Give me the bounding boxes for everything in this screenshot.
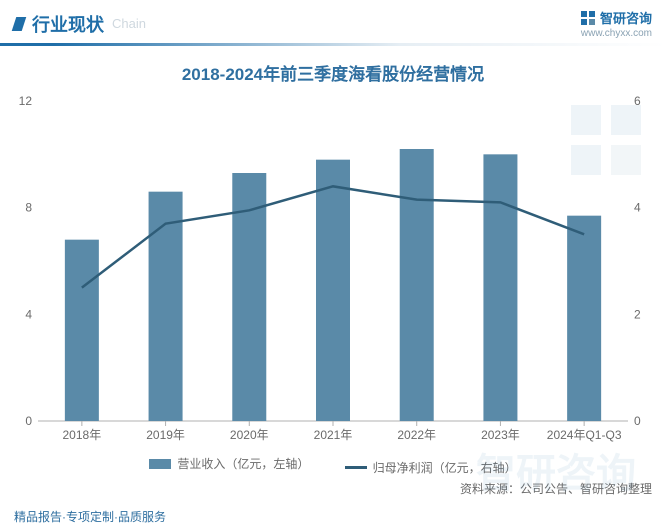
chart-title: 2018-2024年前三季度海看股份经营情况 [0, 60, 666, 85]
svg-text:0: 0 [634, 414, 641, 428]
svg-text:2022年: 2022年 [397, 428, 436, 442]
legend-item-bar: 营业收入（亿元，左轴） [149, 455, 309, 472]
bar [316, 160, 350, 421]
svg-text:0: 0 [25, 414, 32, 428]
brand-logo-icon [580, 10, 596, 26]
source-line: 资料来源：公司公告、智研咨询整理 [0, 480, 666, 497]
svg-text:2: 2 [634, 307, 641, 321]
header-subtitle: Chain [112, 16, 146, 31]
footer-tagline: 精品报告·专项定制·品质服务 [14, 508, 166, 525]
svg-text:2021年: 2021年 [314, 428, 353, 442]
bar [567, 216, 601, 421]
svg-text:2024年Q1-Q3: 2024年Q1-Q3 [547, 428, 622, 442]
svg-text:4: 4 [25, 307, 32, 321]
header-title: 行业现状 [32, 11, 104, 37]
header-divider [0, 43, 666, 46]
brand-name: 智研咨询 [600, 8, 652, 27]
bar [400, 149, 434, 421]
bar [65, 240, 99, 421]
chart-legend: 营业收入（亿元，左轴） 归母净利润（亿元，右轴） [0, 455, 666, 476]
svg-text:8: 8 [25, 201, 32, 215]
svg-text:6: 6 [634, 94, 641, 108]
brand-url: www.chyxx.com [580, 28, 652, 39]
brand-block: 智研咨询 www.chyxx.com [580, 8, 652, 39]
legend-bar-swatch [149, 459, 171, 469]
svg-text:2018年: 2018年 [63, 428, 102, 442]
svg-text:2020年: 2020年 [230, 428, 269, 442]
chart-container: 0 4 8 12 0 2 4 6 2018年 2019年 2020年 2021年 2022年 2023年 2… [0, 91, 666, 451]
legend-line-swatch [345, 466, 367, 469]
svg-text:4: 4 [634, 201, 641, 215]
legend-line-label: 归母净利润（亿元，右轴） [373, 459, 517, 476]
svg-text:12: 12 [19, 94, 33, 108]
bar [483, 154, 517, 421]
header-accent-shape [12, 17, 27, 31]
svg-text:2019年: 2019年 [146, 428, 185, 442]
legend-item-line: 归母净利润（亿元，右轴） [345, 459, 517, 476]
svg-text:2023年: 2023年 [481, 428, 520, 442]
legend-bar-label: 营业收入（亿元，左轴） [177, 455, 309, 472]
bar [149, 192, 183, 421]
chart-svg: 0 4 8 12 0 2 4 6 2018年 2019年 2020年 2021年 2022年 2023年 2… [0, 91, 666, 451]
header-bar: 行业现状 Chain 智研咨询 www.chyxx.com [0, 0, 666, 43]
